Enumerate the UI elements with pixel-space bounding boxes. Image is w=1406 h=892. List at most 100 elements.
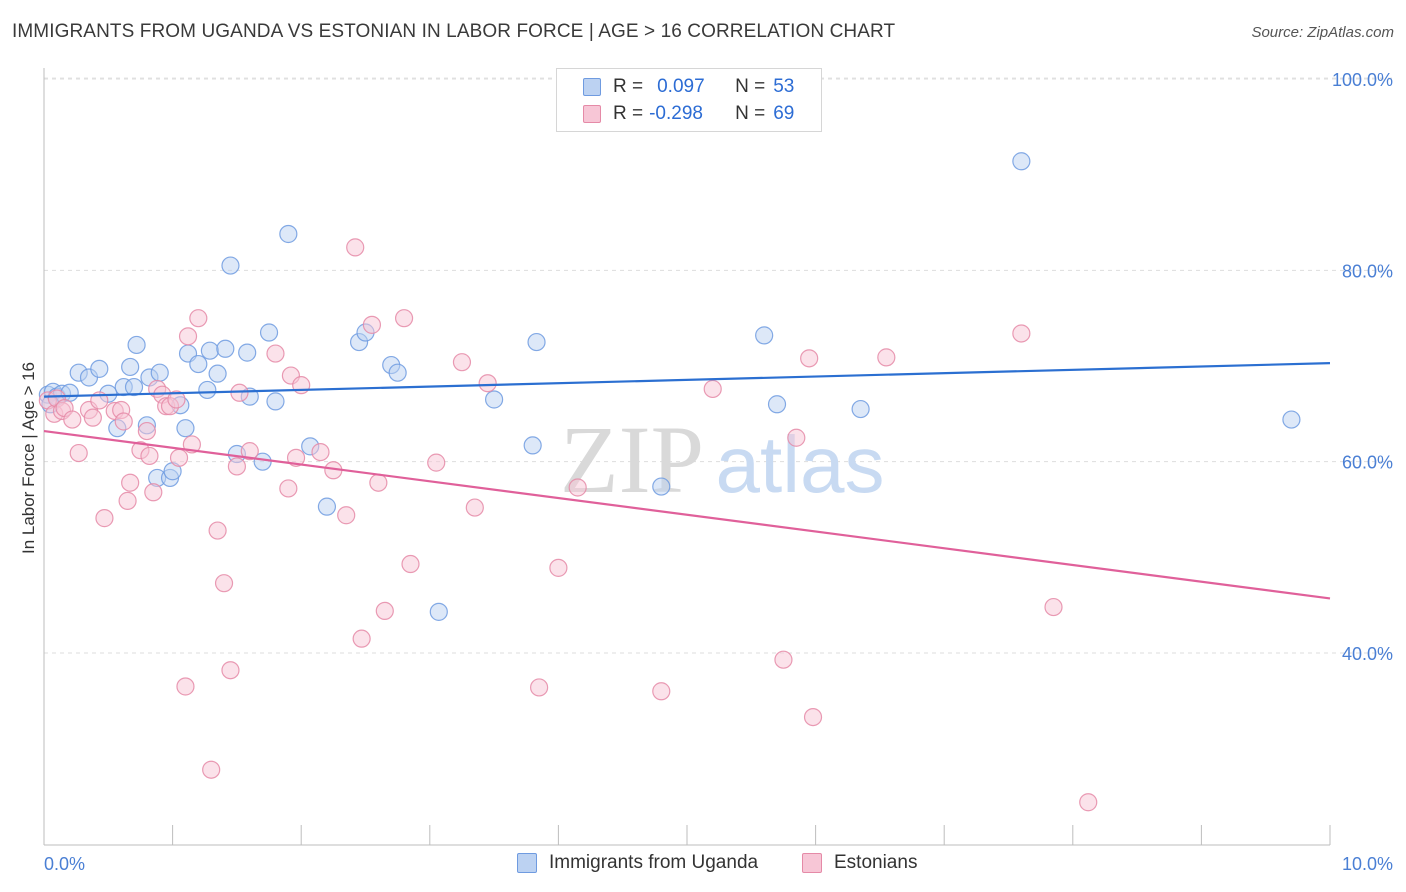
estonians-point	[1044, 597, 1063, 617]
y-tick-label: 80.0%	[1342, 261, 1393, 281]
estonians-point	[311, 443, 330, 462]
estonians-point	[63, 410, 82, 429]
estonians-point	[144, 483, 163, 502]
watermark: ZIP atlas	[560, 406, 884, 513]
legend-box: R = 0.097 N = 53 R = -0.298 N = 69	[556, 68, 822, 132]
uganda-point	[208, 364, 227, 383]
estonians-point	[394, 309, 414, 328]
legend-row-uganda: R = 0.097 N = 53	[583, 74, 794, 100]
uganda-point	[121, 357, 140, 377]
watermark-zip: ZIP	[560, 406, 704, 513]
estonians-point	[362, 315, 382, 334]
estonians-point	[465, 498, 484, 517]
uganda-point	[485, 390, 504, 409]
uganda-point	[279, 224, 298, 244]
estonians-point	[652, 682, 671, 701]
estonians-point	[478, 374, 497, 393]
uganda-point	[429, 602, 448, 621]
estonians-point	[95, 509, 114, 528]
uganda-point	[216, 339, 235, 358]
y-axis-label: In Labor Force | Age > 16	[19, 362, 38, 554]
uganda-point	[200, 341, 219, 360]
estonians-point	[337, 506, 356, 525]
uganda-point	[767, 395, 787, 414]
estonians-point	[202, 760, 221, 779]
estonians-trend-line	[43, 429, 1331, 600]
uganda-point	[1282, 410, 1301, 429]
estonians-point	[803, 707, 823, 727]
uganda-point	[90, 359, 109, 378]
trend-lines	[43, 362, 1331, 600]
uganda-point	[527, 332, 546, 352]
estonians-point	[83, 408, 102, 427]
estonians-point	[877, 348, 896, 367]
bottom-legend: Immigrants from Uganda Estonians	[0, 852, 1406, 878]
uganda-point	[266, 392, 285, 411]
estonians-point	[346, 238, 365, 257]
legend-r-label: R =	[613, 76, 644, 97]
legend-n-value: 69	[773, 103, 795, 124]
estonians-point	[167, 390, 186, 409]
uganda-point	[124, 377, 144, 397]
estonians-point	[549, 558, 568, 577]
estonians-point	[189, 309, 208, 328]
estonians-point	[703, 379, 722, 399]
estonians-point	[787, 428, 806, 447]
estonians-point	[266, 344, 285, 363]
uganda-point	[259, 323, 279, 342]
legend-r-value: -0.298	[649, 103, 703, 124]
estonians-point	[427, 453, 446, 472]
estonians-point	[208, 521, 227, 540]
estonians-point	[375, 601, 394, 621]
estonians-point	[1079, 793, 1098, 812]
estonians-point	[369, 473, 388, 492]
legend-swatch-uganda	[583, 78, 601, 96]
uganda-point	[523, 436, 542, 455]
legend-n-label: N =	[735, 76, 766, 97]
legend-row-estonians: R = -0.298 N = 69	[583, 101, 794, 127]
uganda-point	[1012, 152, 1031, 171]
uganda-point	[150, 363, 169, 382]
estonians-point	[178, 327, 198, 346]
legend-swatch-estonians	[583, 105, 601, 123]
uganda-point	[189, 354, 208, 374]
estonians-point	[227, 457, 246, 476]
data-points	[38, 152, 1301, 812]
y-tick-label: 100.0%	[1332, 70, 1393, 90]
uganda-point	[127, 335, 146, 355]
estonians-point	[114, 412, 133, 431]
estonians-point	[121, 473, 140, 492]
estonians-point	[800, 349, 819, 368]
estonians-point	[568, 478, 587, 497]
estonians-point	[1012, 324, 1031, 343]
uganda-point	[176, 419, 195, 438]
estonians-point	[530, 678, 549, 697]
estonians-point	[214, 574, 234, 593]
uganda-point	[221, 256, 240, 275]
estonians-point	[118, 491, 137, 510]
chart-title: IMMIGRANTS FROM UGANDA VS ESTONIAN IN LA…	[12, 21, 896, 42]
estonians-point	[352, 629, 371, 648]
estonians-point	[401, 554, 420, 574]
bottom-legend-swatch-estonians	[802, 853, 822, 873]
estonians-point	[452, 353, 472, 372]
estonians-point	[240, 442, 259, 461]
y-tick-label: 60.0%	[1342, 453, 1393, 473]
legend-r-label: R =	[613, 103, 644, 124]
bottom-legend-label-uganda: Immigrants from Uganda	[549, 852, 759, 873]
x-tick-label: 0.0%	[44, 854, 85, 874]
y-tick-label: 40.0%	[1342, 644, 1393, 664]
estonians-point	[140, 446, 159, 466]
estonians-point	[774, 650, 793, 669]
axes	[43, 68, 1331, 846]
legend-n-value: 53	[773, 76, 795, 97]
bottom-legend-label-estonians: Estonians	[834, 852, 918, 873]
estonians-point	[221, 661, 240, 680]
legend-n-label: N =	[735, 103, 766, 124]
x-tick-label: 10.0%	[1342, 854, 1393, 874]
estonians-point	[169, 448, 189, 467]
chart-source: Source: ZipAtlas.com	[1251, 24, 1394, 41]
estonians-point	[230, 383, 249, 402]
uganda-point	[238, 343, 257, 362]
